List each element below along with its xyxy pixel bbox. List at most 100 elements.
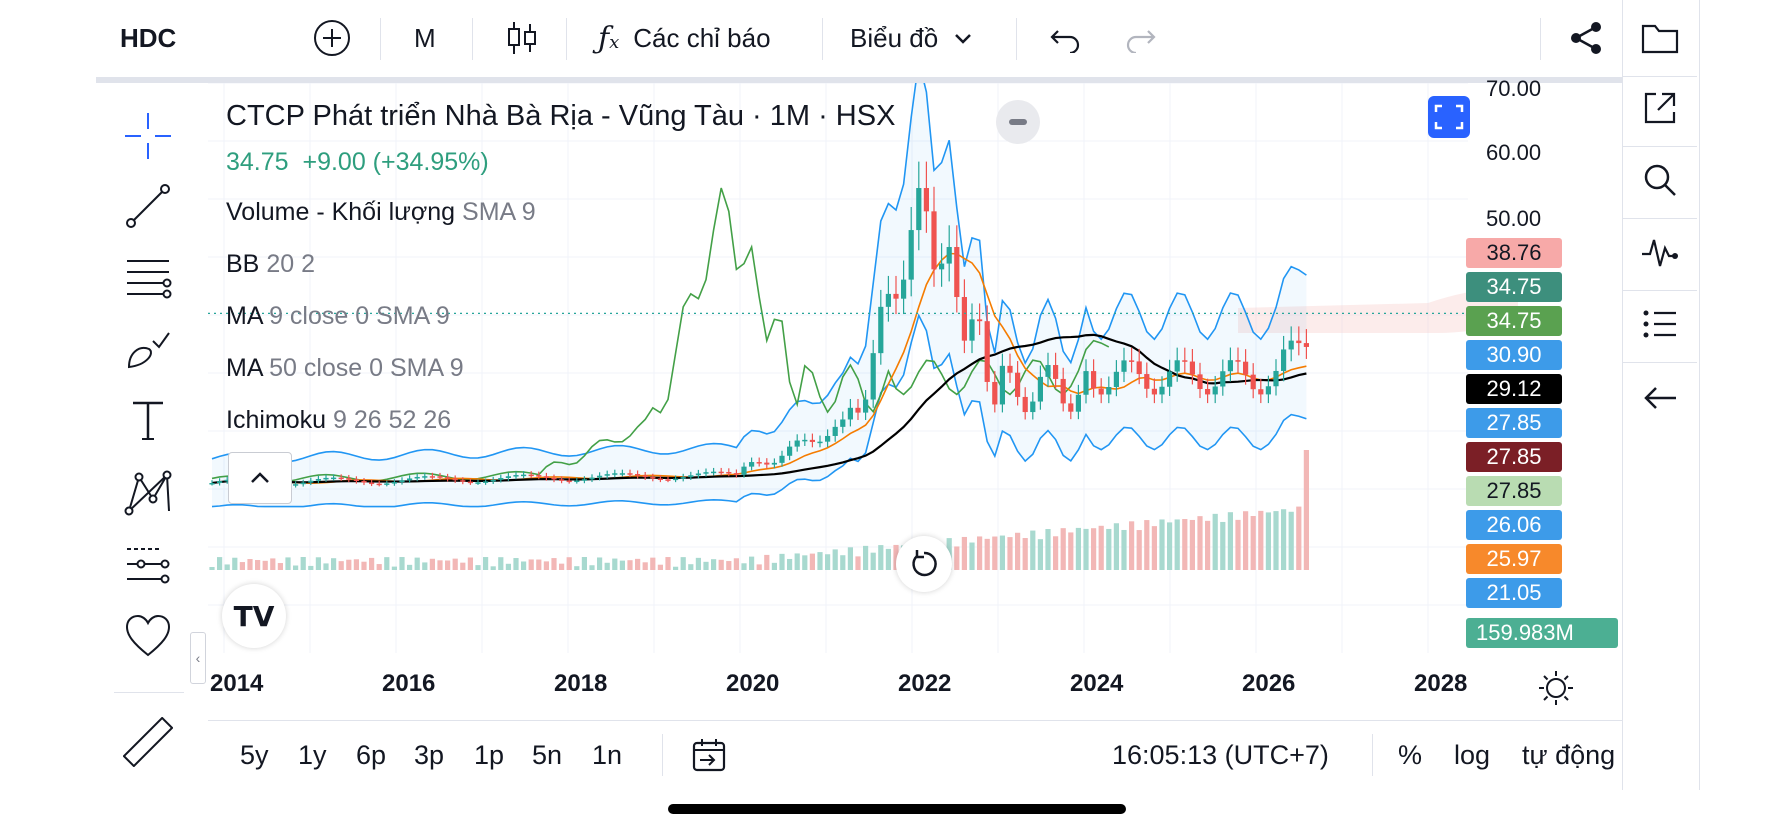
indicator-ma50[interactable]: MA 50 close 0 SMA 9 (226, 354, 464, 383)
alerts-button[interactable] (1636, 228, 1684, 276)
auto-scale-button[interactable]: tự động (1522, 739, 1616, 770)
range-button-6p[interactable]: 6p (356, 739, 387, 770)
minus-icon (1009, 119, 1027, 125)
brush-tool-button[interactable] (122, 322, 174, 374)
candle-body (490, 479, 496, 482)
watchlist-folder-button[interactable] (1636, 14, 1684, 62)
favorites-button[interactable] (122, 610, 174, 662)
forecast-tool-button[interactable] (122, 538, 174, 590)
pattern-tool-button[interactable] (122, 466, 174, 518)
candle-body (642, 475, 648, 478)
candle-body (308, 480, 314, 483)
volume-bar (277, 563, 283, 570)
volume-bar (1151, 526, 1157, 570)
fib-tool-button[interactable] (122, 252, 174, 304)
candle-body (1265, 386, 1271, 395)
candle-body (589, 477, 595, 480)
trendline-tool-button[interactable] (122, 180, 174, 232)
reset-chart-button[interactable] (896, 536, 952, 592)
range-button-5n[interactable]: 5n (532, 739, 563, 770)
volume-bar (1273, 511, 1279, 570)
share-button[interactable] (1568, 16, 1604, 60)
collapse-toolbar-button[interactable]: ‹ (190, 632, 206, 684)
volume-bar (1189, 519, 1195, 570)
undo-icon (1050, 30, 1080, 53)
indicators-button[interactable]: ƒx Các chỉ báo (598, 16, 771, 60)
volume-bar (1205, 520, 1211, 570)
redo-button[interactable] (1124, 16, 1158, 60)
candle-body (376, 483, 382, 486)
volume-bar (1075, 527, 1081, 570)
percent-scale-button[interactable]: % (1398, 739, 1423, 770)
open-external-button[interactable] (1636, 84, 1684, 132)
collapse-legend-button[interactable] (996, 100, 1040, 144)
volume-bar (635, 558, 641, 570)
volume-bar (422, 562, 428, 570)
candle-body (1303, 343, 1309, 347)
undo-button[interactable] (1048, 16, 1082, 60)
indicator-ichimoku[interactable]: Ichimoku 9 26 52 26 (226, 406, 451, 435)
candle-body (331, 477, 337, 480)
candle-body (1106, 386, 1112, 395)
crosshair-tool-button[interactable] (122, 110, 174, 162)
indicator-name: Volume - Khối lượng (226, 198, 456, 226)
search-button[interactable] (1636, 156, 1684, 204)
chart-style-button[interactable] (504, 16, 540, 60)
candle-body (984, 321, 990, 382)
indicator-volume[interactable]: Volume - Khối lượng SMA 9 (226, 198, 536, 227)
range-button-1p[interactable]: 1p (474, 739, 505, 770)
goto-date-button[interactable] (690, 733, 728, 777)
range-button-3p[interactable]: 3p (414, 739, 445, 770)
candle-body (817, 441, 823, 444)
indicator-bb[interactable]: BB 20 2 (226, 250, 315, 279)
chart-settings-button[interactable] (1538, 670, 1574, 711)
volume-bar (452, 558, 458, 570)
candle-body (604, 474, 610, 476)
interval-button[interactable]: M (414, 22, 436, 53)
volume-bar (1220, 521, 1226, 570)
range-button-1n[interactable]: 1n (592, 739, 623, 770)
volume-bar (1265, 512, 1271, 570)
volume-bar (308, 565, 314, 570)
candle-body (543, 476, 549, 478)
volume-bar (498, 557, 504, 570)
range-button-5y[interactable]: 5y (240, 739, 269, 770)
candle-body (673, 478, 679, 481)
volume-bar (688, 564, 694, 570)
bottom-toolbar (208, 720, 1622, 791)
volume-bar (1060, 528, 1066, 570)
candle-body (1212, 386, 1218, 395)
candle-body (1167, 371, 1173, 387)
volume-bar (1288, 511, 1294, 570)
timezone-clock[interactable]: 16:05:13 (UTC+7) (1112, 739, 1329, 770)
chart-type-dropdown[interactable]: Biểu đồ (850, 16, 978, 60)
screenshot-button[interactable] (1428, 96, 1470, 138)
candle-body (619, 473, 625, 475)
measure-tool-button[interactable] (122, 716, 174, 768)
indicator-name: MA (226, 302, 263, 330)
volume-bar (1083, 528, 1089, 570)
volume-bar (361, 561, 367, 570)
indicator-ma9[interactable]: MA 9 close 0 SMA 9 (226, 302, 450, 331)
collapse-sidebar-button[interactable] (1636, 374, 1684, 422)
range-button-1y[interactable]: 1y (298, 739, 327, 770)
volume-bar (1030, 530, 1036, 570)
symbol-label[interactable]: HDC (120, 22, 177, 53)
candle-body (1022, 396, 1028, 413)
volume-bar (961, 536, 967, 570)
volume-bar (650, 557, 656, 570)
volume-bar (1235, 519, 1241, 570)
chart-area[interactable] (208, 60, 1622, 790)
change-value: +9.00 (+34.95%) (302, 148, 489, 176)
candle-body (863, 399, 869, 413)
add-symbol-button[interactable] (312, 16, 352, 60)
volume-bar (703, 561, 709, 570)
log-scale-button[interactable]: log (1454, 739, 1491, 770)
volume-bar (353, 559, 359, 570)
text-tool-button[interactable] (122, 394, 174, 446)
tradingview-logo-icon[interactable]: TV (222, 584, 286, 648)
candle-body (452, 478, 458, 481)
collapse-indicators-button[interactable] (228, 452, 292, 504)
price-chart[interactable] (208, 60, 1622, 790)
list-button[interactable] (1636, 300, 1684, 348)
